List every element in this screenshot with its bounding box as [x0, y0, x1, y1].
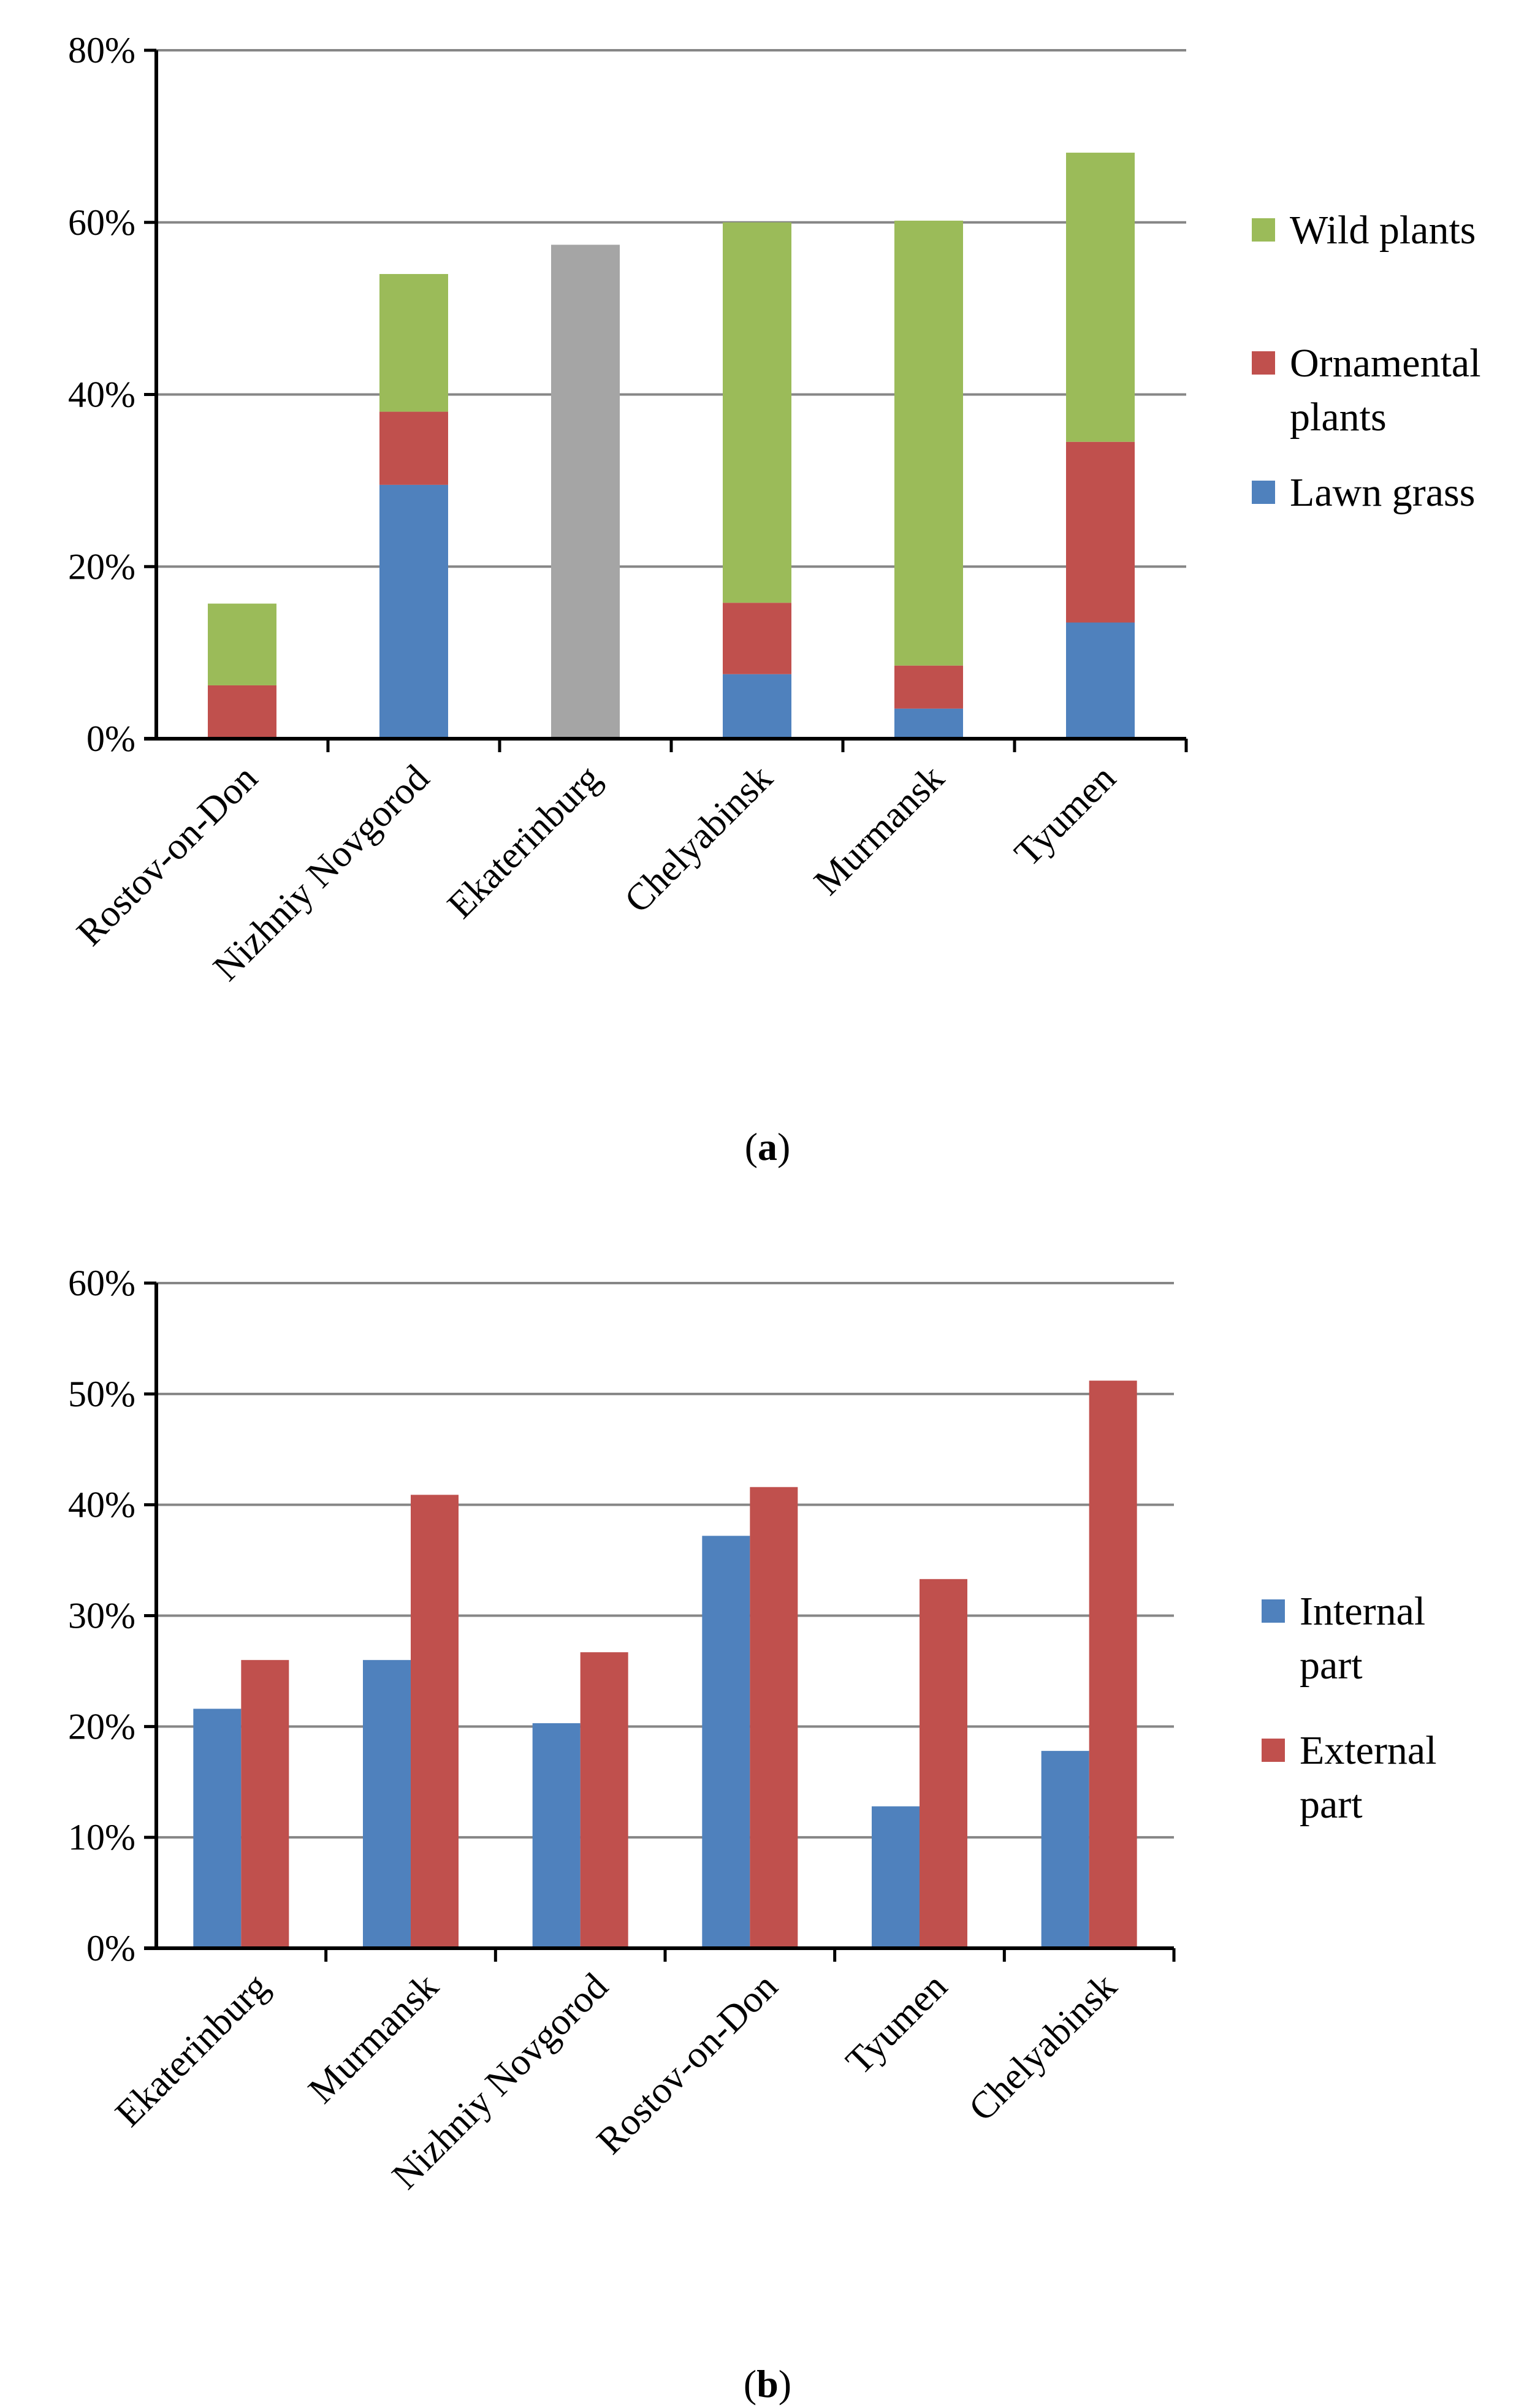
legend-label-line: plants — [1290, 395, 1387, 440]
legend-label-line: Internal — [1300, 1589, 1425, 1634]
bar — [920, 1579, 967, 1948]
legend-label-line: External — [1300, 1728, 1437, 1773]
bar — [241, 1659, 289, 1948]
bar-segment — [894, 665, 963, 709]
bar — [363, 1659, 411, 1948]
bar-segment — [551, 245, 620, 739]
legend-label-line: part — [1300, 1782, 1363, 1827]
bar-segment — [723, 222, 791, 603]
legend-label: External part — [1300, 1728, 1437, 1827]
y-tick-label: 50% — [68, 1374, 135, 1414]
category-label: Ekaterinburg — [440, 757, 609, 926]
bar — [580, 1652, 628, 1948]
bar — [411, 1495, 459, 1948]
legend-swatch — [1252, 351, 1275, 375]
y-tick-label: 40% — [68, 1485, 135, 1525]
caption-a-letter: a — [758, 1125, 777, 1168]
bar — [750, 1487, 798, 1948]
bar — [193, 1709, 242, 1948]
legend-label: Internal part — [1300, 1589, 1425, 1688]
bar-segment — [723, 674, 791, 739]
bar-segment — [894, 708, 963, 739]
bar-segment — [894, 220, 963, 666]
bar — [872, 1806, 920, 1948]
bar-segment — [1066, 622, 1135, 739]
bar — [702, 1536, 750, 1948]
legend-label-line: Ornamental — [1290, 341, 1481, 386]
legend-label-line: part — [1300, 1643, 1363, 1688]
y-tick-label: 0% — [86, 1928, 135, 1968]
legend-swatch — [1262, 1739, 1285, 1762]
category-label: Murmansk — [806, 757, 952, 903]
caption-a: (a) — [745, 1125, 791, 1168]
category-label: Rostov-on-Don — [589, 1965, 786, 2162]
category-label: Tyumen — [1007, 757, 1124, 874]
bar — [1041, 1751, 1089, 1948]
y-tick-label: 60% — [68, 202, 135, 243]
y-tick-label: 40% — [68, 375, 135, 415]
bar-segment — [1066, 441, 1135, 623]
category-label: Chelyabinsk — [617, 757, 780, 921]
bar-segment — [379, 273, 448, 412]
legend-label: Wild plants — [1290, 208, 1476, 253]
legend-swatch — [1252, 218, 1275, 242]
bar — [532, 1723, 581, 1948]
y-tick-label: 80% — [68, 30, 135, 70]
y-tick-label: 60% — [68, 1263, 135, 1303]
legend-label: Ornamental plants — [1290, 341, 1481, 440]
category-label: Ekaterinburg — [107, 1965, 276, 2135]
bar — [1089, 1381, 1137, 1948]
caption-b: (b) — [744, 2362, 791, 2406]
y-tick-label: 30% — [68, 1596, 135, 1636]
bar-segment — [723, 603, 791, 674]
bar-segment — [208, 685, 276, 739]
y-tick-label: 10% — [68, 1817, 135, 1857]
chart-b-grouped-bar: 0% 10% 20% 30% 40% 50% 60% Ekaterinburg Murmansk… — [68, 1263, 1437, 2197]
y-tick-label: 20% — [68, 1706, 135, 1747]
category-label: Murmansk — [300, 1965, 446, 2111]
caption-b-letter: b — [756, 2362, 779, 2406]
category-label: Rostov-on-Don — [69, 757, 265, 954]
category-label: Tyumen — [838, 1965, 955, 2082]
bar-segment — [208, 603, 276, 685]
bar-segment — [379, 484, 448, 739]
legend-swatch — [1252, 481, 1275, 504]
bar-segment — [379, 411, 448, 485]
legend-label: Lawn grass — [1290, 470, 1475, 515]
legend-swatch — [1262, 1599, 1285, 1623]
y-tick-label: 0% — [86, 718, 135, 759]
bar-segment — [1066, 153, 1135, 442]
y-tick-label: 20% — [68, 546, 135, 587]
category-label: Chelyabinsk — [961, 1965, 1125, 2129]
